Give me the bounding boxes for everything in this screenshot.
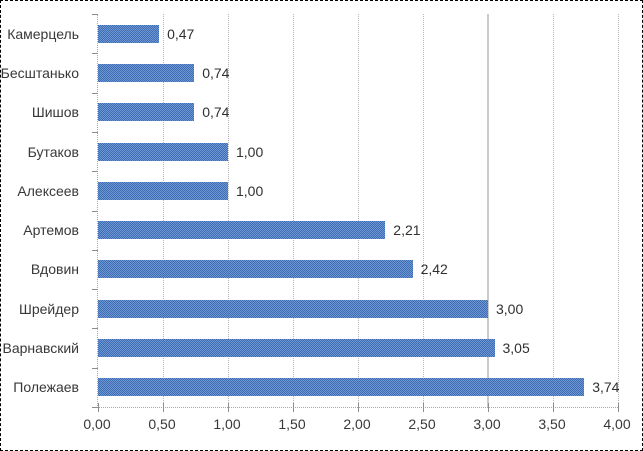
x-axis-tick <box>293 403 294 412</box>
category-label: Шишов <box>31 104 79 121</box>
y-axis-tick <box>92 53 98 55</box>
bar-value-label: 3,74 <box>592 379 620 396</box>
category-label: Варнавский <box>2 340 79 357</box>
category-label: Бесштанько <box>0 64 79 81</box>
reference-line <box>487 14 489 407</box>
gridline <box>228 14 229 407</box>
bar <box>98 221 386 240</box>
y-axis-tick <box>92 367 98 369</box>
gridline <box>423 14 424 407</box>
bar-value-label: 2,21 <box>393 222 421 239</box>
y-axis-tick <box>92 249 98 251</box>
x-axis-tick <box>423 403 424 412</box>
x-axis-tick-label: 4,00 <box>603 416 631 432</box>
y-axis-labels: Камерцель Бесштанько Шишов Бутаков Алексеев А… <box>1 14 88 407</box>
x-axis-tick <box>228 403 229 412</box>
y-axis-tick <box>92 328 98 330</box>
x-axis-tick-label: 1,00 <box>213 416 241 432</box>
x-axis-tick-label: 3,50 <box>538 416 566 432</box>
bar <box>98 142 228 161</box>
x-axis-tick <box>98 403 99 412</box>
category-label: Камерцель <box>7 25 79 42</box>
y-axis-tick <box>92 210 98 212</box>
bar <box>98 339 495 358</box>
bar <box>98 181 228 200</box>
bar-value-label: 3,05 <box>502 340 530 357</box>
gridline <box>358 14 359 407</box>
y-axis-tick <box>92 14 98 15</box>
bar-value-label: 2,42 <box>420 261 448 278</box>
bar <box>98 24 160 43</box>
bar <box>98 378 585 397</box>
x-axis-tick-label: 2,00 <box>343 416 371 432</box>
y-axis-tick <box>92 407 98 408</box>
bar-value-label: 0,74 <box>202 64 230 81</box>
bar-value-label: 1,00 <box>236 182 264 199</box>
x-axis-tick-label: 3,00 <box>473 416 501 432</box>
x-axis-tick <box>358 403 359 412</box>
bar <box>98 63 195 82</box>
x-axis-labels: 0,00 0,50 1,00 1,50 2,00 2,50 3,00 3,50 4,00 <box>83 416 630 436</box>
bar <box>98 299 488 318</box>
x-axis-tick <box>488 403 489 412</box>
bar-value-label: 1,00 <box>236 143 264 160</box>
gridline <box>163 14 164 407</box>
gridline <box>293 14 294 407</box>
y-axis-tick <box>92 131 98 133</box>
x-axis-tick <box>618 403 619 412</box>
category-label: Алексеев <box>17 182 79 199</box>
x-axis-tick-label: 0,00 <box>83 416 111 432</box>
y-axis-tick <box>92 289 98 291</box>
category-label: Бутаков <box>27 143 79 160</box>
category-label: Артемов <box>23 222 79 239</box>
plot-area: 0,47 0,74 0,74 1,00 1,00 2,21 2,42 3,00 3,05 3,74 <box>92 14 620 412</box>
y-axis-tick <box>92 92 98 94</box>
x-axis-tick <box>553 403 554 412</box>
category-label: Вдовин <box>30 261 79 278</box>
x-axis-tick <box>163 403 164 412</box>
x-axis-tick-label: 1,50 <box>278 416 306 432</box>
bar <box>98 103 195 122</box>
y-axis-tick <box>92 171 98 173</box>
gridline <box>618 14 619 407</box>
x-axis-tick-label: 2,50 <box>408 416 436 432</box>
bar-value-label: 0,47 <box>167 25 195 42</box>
gridline <box>553 14 554 407</box>
category-label: Полежаев <box>13 379 79 396</box>
category-label: Шрейдер <box>19 300 79 317</box>
bar-value-label: 3,00 <box>496 300 524 317</box>
x-axis-tick-label: 0,50 <box>148 416 176 432</box>
bar <box>98 260 413 279</box>
bar-value-label: 0,74 <box>202 104 230 121</box>
